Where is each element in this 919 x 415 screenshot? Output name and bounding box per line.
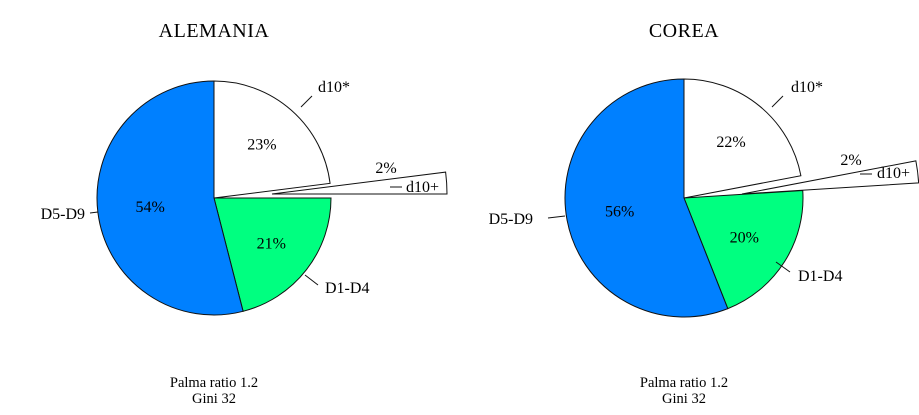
leader-line xyxy=(89,211,99,214)
slice-percent-label: 54% xyxy=(135,199,164,216)
slice-percent-label: 56% xyxy=(605,203,634,220)
pie-slice-d1-d4 xyxy=(683,189,804,310)
pie-slice-d10 xyxy=(271,171,448,195)
palma-ratio-note: Palma ratio 1.2 xyxy=(170,375,258,391)
slice-category-label: d10* xyxy=(318,79,350,96)
slice-percent-label: 2% xyxy=(840,152,861,169)
pie-slice-d1-d4 xyxy=(213,197,332,312)
leader-line xyxy=(547,215,566,219)
slice-category-label: d10+ xyxy=(406,179,439,196)
pie-slice-d10 xyxy=(213,80,331,199)
slice-category-label: d10+ xyxy=(877,165,910,182)
leader-line xyxy=(304,274,319,286)
slice-percent-label: 23% xyxy=(247,137,276,154)
slice-percent-label: 21% xyxy=(257,235,286,252)
pie-slice-d5-d9 xyxy=(564,78,729,318)
chart-title: ALEMANIA xyxy=(159,20,270,42)
palma-ratio-note: Palma ratio 1.2 xyxy=(640,375,728,391)
slice-category-label: D1-D4 xyxy=(325,280,369,297)
pie-slice-d5-d9 xyxy=(96,80,244,316)
slice-category-label: D1-D4 xyxy=(798,268,842,285)
chart-title: COREA xyxy=(649,20,719,42)
pie-chart-alemania: ALEMANIA Palma ratio 1.2 Gini 32 23% d10*… xyxy=(41,20,448,407)
gini-note: Gini 32 xyxy=(662,391,706,407)
leader-line xyxy=(771,95,784,108)
slice-percent-label: 20% xyxy=(730,229,759,246)
leader-line xyxy=(775,261,791,273)
slice-category-label: d10* xyxy=(791,79,823,96)
slice-percent-label: 2% xyxy=(375,160,396,177)
pie-slice-d10 xyxy=(683,78,802,199)
gini-note: Gini 32 xyxy=(192,391,236,407)
slice-category-label: D5-D9 xyxy=(41,206,85,223)
pie-chart-corea: COREA Palma ratio 1.2 Gini 32 22% d10* 2% d… xyxy=(489,20,919,407)
slice-percent-label: 22% xyxy=(716,134,745,151)
slice-category-label: D5-D9 xyxy=(489,211,533,228)
leader-line xyxy=(300,95,313,108)
